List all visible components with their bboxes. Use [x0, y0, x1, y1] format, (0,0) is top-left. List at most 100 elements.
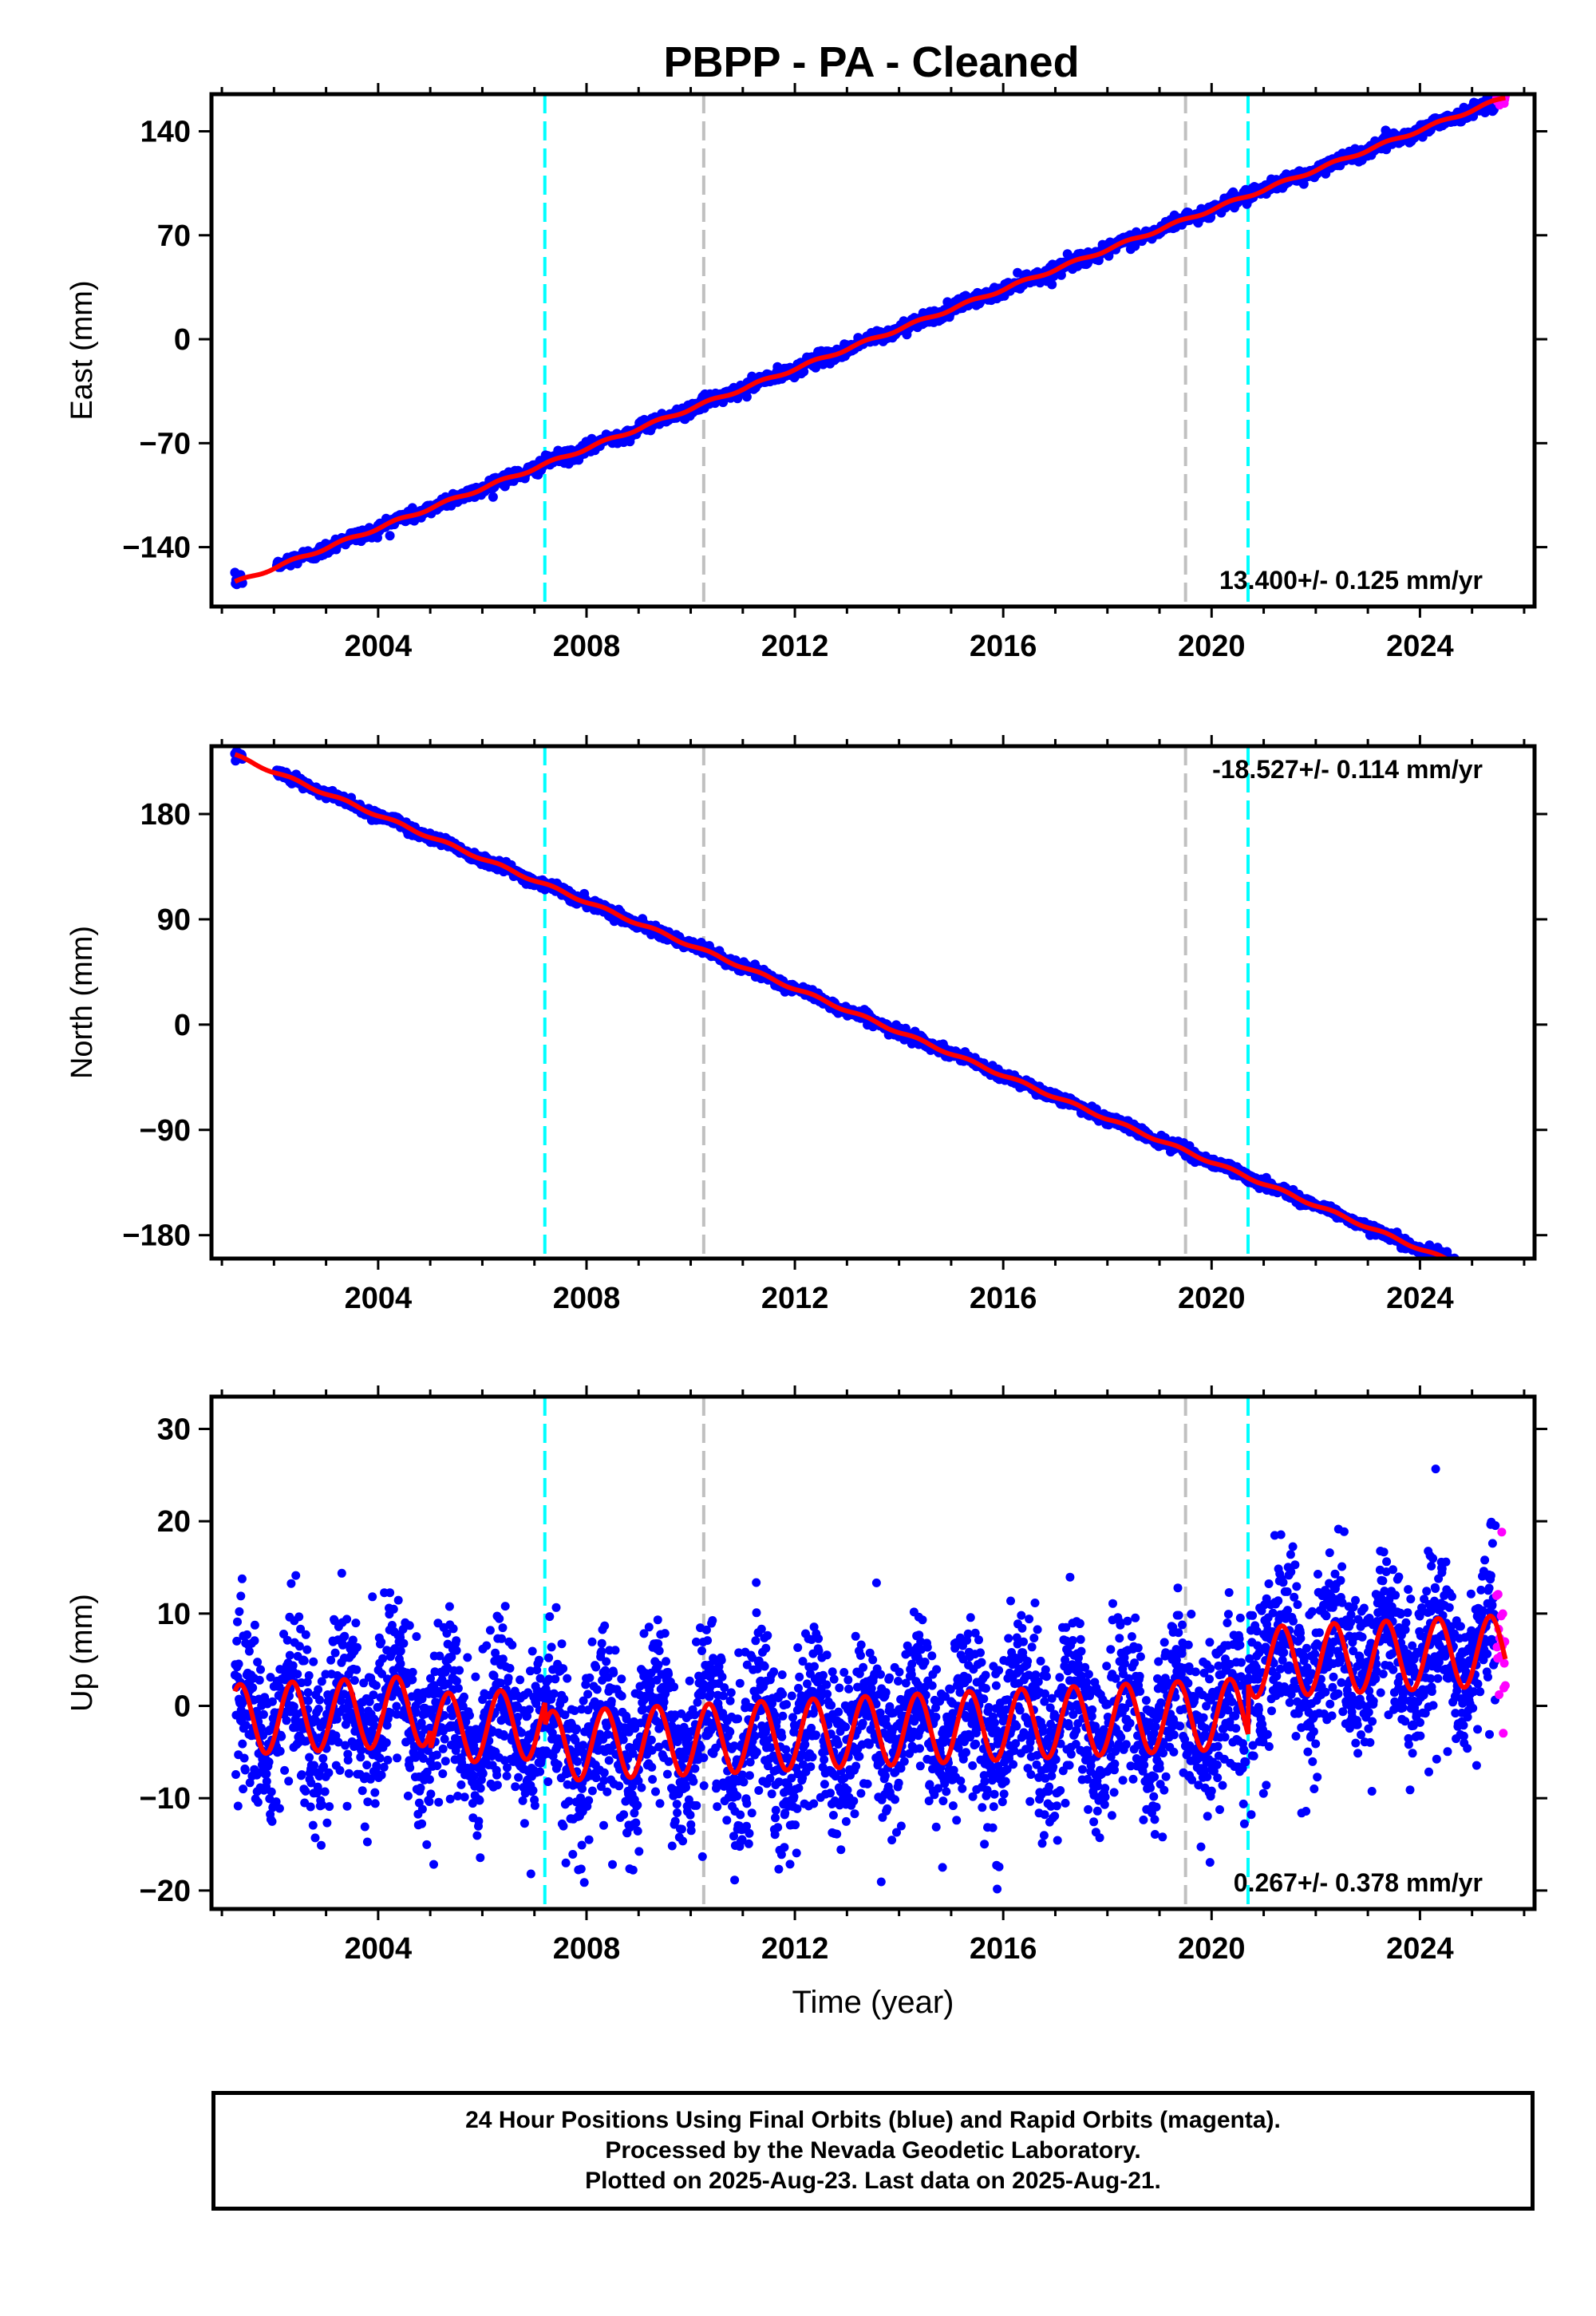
- data-point: [231, 1770, 240, 1779]
- data-point: [377, 1770, 386, 1780]
- data-point: [385, 1588, 395, 1598]
- data-point: [351, 1618, 361, 1628]
- data-point: [412, 1632, 421, 1642]
- data-point: [309, 1657, 318, 1666]
- data-point: [408, 1667, 417, 1677]
- data-point: [741, 392, 752, 402]
- data-point: [239, 1753, 249, 1763]
- east-x-tick-label: 2008: [553, 630, 621, 663]
- data-point: [1013, 267, 1023, 278]
- data-point: [1474, 1265, 1483, 1275]
- data-point: [1464, 1268, 1473, 1278]
- data-point: [518, 1796, 527, 1805]
- data-point: [508, 1640, 517, 1650]
- east-rate-label: 13.400+/- 0.125 mm/yr: [1219, 566, 1483, 595]
- data-point: [236, 1591, 246, 1601]
- data-point: [1480, 1272, 1490, 1282]
- data-point: [244, 1646, 254, 1656]
- data-point: [1475, 1270, 1484, 1279]
- data-point: [429, 1860, 438, 1869]
- data-point: [1501, 1282, 1510, 1291]
- data-point: [474, 1816, 484, 1826]
- data-point: [1472, 1270, 1481, 1279]
- data-point: [358, 1786, 367, 1796]
- east-panel: 2004 2008 2012 2016 2020 2024−140−70070140Eas…: [65, 83, 1547, 663]
- data-point: [1489, 1273, 1499, 1282]
- data-point: [383, 1755, 393, 1765]
- data-point: [368, 1592, 377, 1602]
- data-point: [1490, 1273, 1499, 1282]
- data-point: [1483, 1274, 1492, 1283]
- data-point: [330, 1648, 340, 1658]
- north-x-tick-label: 2012: [761, 1282, 829, 1315]
- data-point: [370, 1799, 380, 1808]
- data-point: [389, 1604, 398, 1614]
- data-point: [1451, 1263, 1460, 1273]
- data-point: [371, 1681, 381, 1690]
- data-point: [1482, 1270, 1491, 1279]
- data-point: [514, 1773, 523, 1782]
- data-point: [463, 1653, 472, 1662]
- data-point: [528, 1786, 538, 1795]
- data-point: [1479, 1275, 1489, 1285]
- data-point: [315, 1695, 324, 1705]
- data-point: [1491, 1273, 1500, 1282]
- data-point: [452, 1646, 461, 1655]
- data-point: [1458, 1264, 1468, 1274]
- data-point: [303, 1688, 313, 1697]
- north-y-tick-label: −90: [140, 1114, 191, 1148]
- east-x-tick-label: 2020: [1178, 630, 1246, 663]
- data-point: [1456, 1261, 1465, 1271]
- data-point: [381, 1738, 391, 1748]
- data-point: [262, 1777, 271, 1786]
- data-point: [1462, 1267, 1472, 1277]
- data-point: [498, 1623, 508, 1633]
- data-point: [488, 492, 498, 502]
- data-point: [460, 1792, 469, 1802]
- data-point: [1477, 1271, 1487, 1281]
- data-point: [1497, 1279, 1506, 1288]
- data-point: [324, 1768, 334, 1777]
- data-point: [375, 1753, 385, 1763]
- data-point: [1468, 1270, 1477, 1279]
- data-point: [1493, 1276, 1502, 1285]
- data-point: [318, 1753, 328, 1763]
- data-point: [492, 1780, 502, 1790]
- data-point: [353, 1642, 361, 1652]
- data-point: [511, 1782, 520, 1792]
- data-point: [1493, 1278, 1502, 1286]
- east-y-tick-label: −140: [122, 532, 191, 565]
- data-point: [325, 1802, 334, 1812]
- east-x-tick-label: 2012: [761, 630, 829, 663]
- data-point: [285, 1650, 294, 1660]
- data-point: [378, 1654, 388, 1663]
- data-point: [1465, 1267, 1475, 1277]
- data-point: [318, 1800, 327, 1809]
- data-point: [275, 1804, 284, 1813]
- data-point: [322, 1818, 332, 1828]
- data-point: [530, 1800, 539, 1810]
- data-point: [392, 1701, 401, 1711]
- data-point: [1469, 1265, 1479, 1275]
- data-point: [377, 1638, 386, 1646]
- data-point: [504, 1674, 513, 1683]
- data-point: [393, 1595, 403, 1605]
- data-point: [1466, 1267, 1476, 1276]
- north-y-tick-label: 180: [140, 798, 191, 832]
- data-point: [472, 1831, 482, 1840]
- data-point: [1459, 1266, 1468, 1275]
- data-point: [1047, 279, 1057, 290]
- north-x-tick-label: 2024: [1386, 1282, 1454, 1315]
- data-point: [524, 1705, 534, 1714]
- data-point: [448, 1624, 458, 1634]
- data-point: [422, 1840, 432, 1849]
- data-point: [337, 1568, 346, 1578]
- north-x-tick-label: 2020: [1178, 1282, 1246, 1315]
- data-point: [1449, 1263, 1459, 1273]
- data-point: [465, 1710, 474, 1720]
- data-point: [253, 1797, 263, 1807]
- data-point: [485, 1626, 495, 1635]
- data-point: [301, 1786, 310, 1796]
- data-point: [433, 1761, 442, 1770]
- data-point: [234, 1659, 243, 1669]
